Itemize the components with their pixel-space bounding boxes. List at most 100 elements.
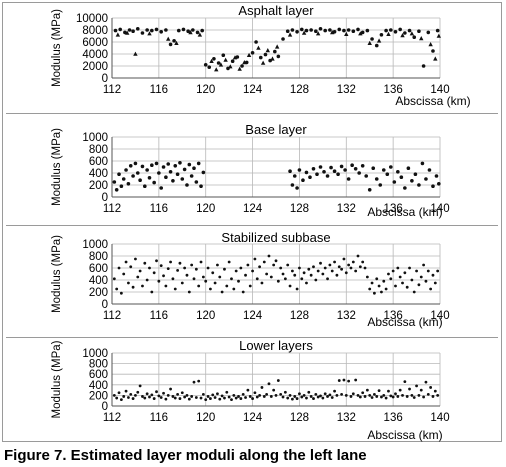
data-point: [354, 378, 358, 382]
data-point: [281, 37, 285, 41]
data-point: [141, 395, 144, 398]
data-point: [356, 394, 360, 397]
data-point: [131, 285, 135, 289]
data-point: [197, 284, 201, 288]
data-point: [315, 172, 319, 176]
data-point: [172, 39, 176, 43]
data-point: [407, 28, 412, 33]
data-point-triangle: [265, 48, 270, 53]
data-point: [403, 380, 407, 384]
data-point: [431, 49, 435, 53]
data-point: [283, 277, 287, 281]
data-point: [422, 263, 425, 267]
data-point: [346, 177, 351, 181]
y-tick-label: 0: [102, 192, 108, 204]
data-point: [281, 395, 285, 399]
data-point: [288, 284, 292, 288]
y-tick-label: 400: [89, 168, 108, 180]
data-point: [283, 390, 287, 394]
data-point: [365, 28, 370, 33]
y-tick-label: 10000: [76, 13, 108, 25]
data-point: [309, 273, 313, 277]
data-point: [417, 394, 421, 397]
y-tick-label: 2000: [82, 61, 108, 73]
data-point: [145, 28, 149, 32]
data-point: [413, 172, 418, 176]
data-point: [314, 392, 318, 396]
data-point: [316, 395, 320, 399]
data-point: [227, 395, 231, 399]
data-point: [322, 170, 326, 174]
data-point: [230, 277, 233, 281]
data-point: [136, 275, 140, 279]
data-point: [426, 392, 430, 396]
data-point: [269, 275, 273, 279]
data-point: [260, 386, 264, 389]
data-point: [173, 164, 178, 168]
data-point: [192, 380, 196, 384]
data-point: [361, 260, 365, 264]
data-point: [143, 184, 147, 188]
data-point: [285, 29, 290, 33]
data-point: [300, 395, 304, 399]
data-point: [374, 177, 379, 181]
data-point: [255, 395, 259, 399]
x-tick-label: 124: [243, 203, 263, 215]
x-tick-label: 120: [196, 203, 215, 215]
data-point: [384, 396, 388, 400]
data-point: [298, 266, 301, 270]
data-point: [201, 392, 205, 396]
data-point: [308, 175, 312, 179]
x-tick-label: 116: [150, 203, 168, 215]
data-point: [370, 37, 374, 41]
data-point: [337, 265, 341, 269]
data-point: [267, 382, 271, 386]
data-point: [378, 183, 383, 187]
x-tick-label: 124: [243, 412, 263, 424]
data-point: [394, 284, 397, 288]
data-point: [330, 396, 334, 399]
data-point: [129, 265, 133, 269]
data-point: [113, 28, 118, 33]
data-point-triangle: [358, 31, 363, 36]
data-point: [311, 167, 316, 171]
x-tick-label: 128: [290, 203, 309, 215]
data-point: [194, 396, 198, 399]
data-point: [183, 266, 187, 270]
data-point: [326, 277, 329, 281]
data-point: [363, 395, 367, 398]
y-axis-label: Modulus (MPa): [51, 128, 63, 206]
data-point: [145, 392, 149, 396]
data-point: [141, 284, 144, 288]
data-point: [244, 273, 247, 277]
data-point: [147, 176, 152, 180]
data-point: [302, 394, 306, 397]
data-point: [115, 396, 119, 400]
data-point: [150, 393, 154, 397]
data-point: [370, 281, 374, 285]
x-tick-label: 128: [290, 310, 309, 322]
data-point: [295, 30, 299, 34]
data-point: [391, 269, 395, 273]
data-point: [195, 30, 200, 35]
data-point-triangle: [256, 45, 261, 50]
y-tick-label: 200: [89, 180, 108, 192]
data-point: [162, 274, 165, 278]
data-point-triangle: [242, 60, 247, 65]
data-point: [408, 266, 411, 270]
data-point: [349, 395, 353, 398]
data-point: [225, 390, 229, 394]
data-point: [286, 263, 290, 267]
data-point: [398, 275, 402, 279]
data-point: [391, 395, 395, 399]
data-point: [260, 281, 264, 285]
data-point: [186, 29, 190, 33]
data-point: [333, 389, 336, 393]
data-point: [351, 392, 355, 396]
data-point: [437, 182, 441, 186]
x-tick-label: 120: [196, 84, 215, 96]
data-point: [218, 397, 222, 401]
panel-separator: [6, 337, 498, 338]
